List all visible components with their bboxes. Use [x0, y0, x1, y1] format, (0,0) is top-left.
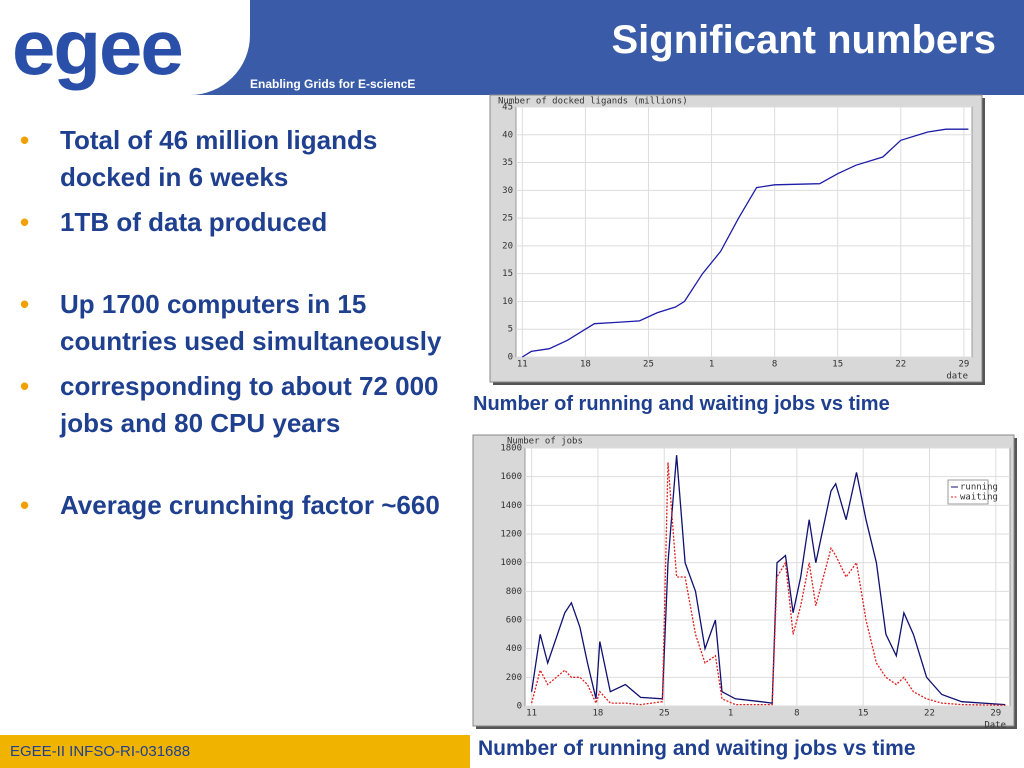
caption: Number of running and waiting jobs vs ti…: [478, 737, 916, 760]
y-tick-label: 20: [502, 241, 513, 251]
y-axis-label: Number of jobs: [507, 437, 583, 447]
data-line: [521, 128, 969, 358]
y-tick-label: 0: [517, 702, 522, 712]
x-axis-label: Date: [984, 721, 1006, 731]
x-tick-label: 18: [593, 709, 604, 719]
y-tick-label: 1200: [500, 530, 522, 540]
legend-label: running: [960, 483, 998, 493]
logo: egee: [0, 0, 250, 95]
bullet: Average crunching factor ~660: [18, 487, 458, 524]
bullet: Up 1700 computers in 15 countries used s…: [18, 286, 458, 360]
y-tick-label: 200: [506, 673, 522, 683]
y-tick-label: 25: [502, 214, 513, 224]
slide-title: Significant numbers: [611, 18, 997, 62]
plot-area: [515, 106, 973, 358]
y-tick-label: 400: [506, 644, 522, 654]
y-tick-label: 600: [506, 616, 522, 626]
y-tick-label: 1600: [500, 472, 522, 482]
legend-label: waiting: [960, 493, 998, 503]
x-tick-label: 15: [858, 709, 869, 719]
x-tick-label: 11: [517, 360, 528, 370]
x-tick-label: 11: [526, 709, 537, 719]
x-tick-label: 22: [895, 360, 906, 370]
x-tick-label: 29: [990, 709, 1001, 719]
x-tick-label: 29: [958, 360, 969, 370]
bullet: Total of 46 million ligands docked in 6 …: [18, 122, 458, 196]
caption: Number of running and waiting jobs vs ti…: [473, 393, 890, 415]
y-tick-label: 0: [508, 353, 513, 363]
y-tick-label: 1400: [500, 501, 522, 511]
y-tick-label: 45: [502, 103, 513, 113]
legend-box: [947, 479, 989, 505]
x-tick-label: 22: [924, 709, 935, 719]
y-axis-label: Number of docked ligands (millions): [498, 97, 688, 107]
y-tick-label: 10: [502, 297, 513, 307]
x-tick-label: 25: [659, 709, 670, 719]
data-line: [530, 455, 1006, 706]
bullet: 1TB of data produced: [18, 204, 458, 241]
x-tick-label: 15: [832, 360, 843, 370]
x-tick-label: 25: [643, 360, 654, 370]
x-tick-label: 18: [580, 360, 591, 370]
x-tick-label: 1: [728, 709, 733, 719]
y-tick-label: 40: [502, 130, 513, 140]
x-tick-label: 1: [709, 360, 714, 370]
y-tick-label: 800: [506, 587, 522, 597]
header: egee Enabling Grids for E-sciencE Signif…: [0, 0, 1024, 95]
y-tick-label: 1800: [500, 444, 522, 454]
footer: EGEE-II INFSO-RI-031688: [0, 735, 470, 768]
bullet: corresponding to about 72 000 jobs and 8…: [18, 368, 458, 442]
x-tick-label: 8: [794, 709, 799, 719]
bullet-list: Total of 46 million ligands docked in 6 …: [18, 122, 458, 532]
y-tick-label: 35: [502, 158, 513, 168]
tagline: Enabling Grids for E-sciencE: [250, 77, 416, 91]
y-tick-label: 5: [508, 325, 513, 335]
y-tick-label: 1000: [500, 558, 522, 568]
logo-text: egee: [12, 3, 184, 91]
x-tick-label: 8: [772, 360, 777, 370]
data-line: [530, 462, 1006, 706]
y-tick-label: 15: [502, 269, 513, 279]
y-tick-label: 30: [502, 186, 513, 196]
footer-text: EGEE-II INFSO-RI-031688: [10, 743, 191, 760]
x-axis-label: date: [946, 372, 968, 382]
